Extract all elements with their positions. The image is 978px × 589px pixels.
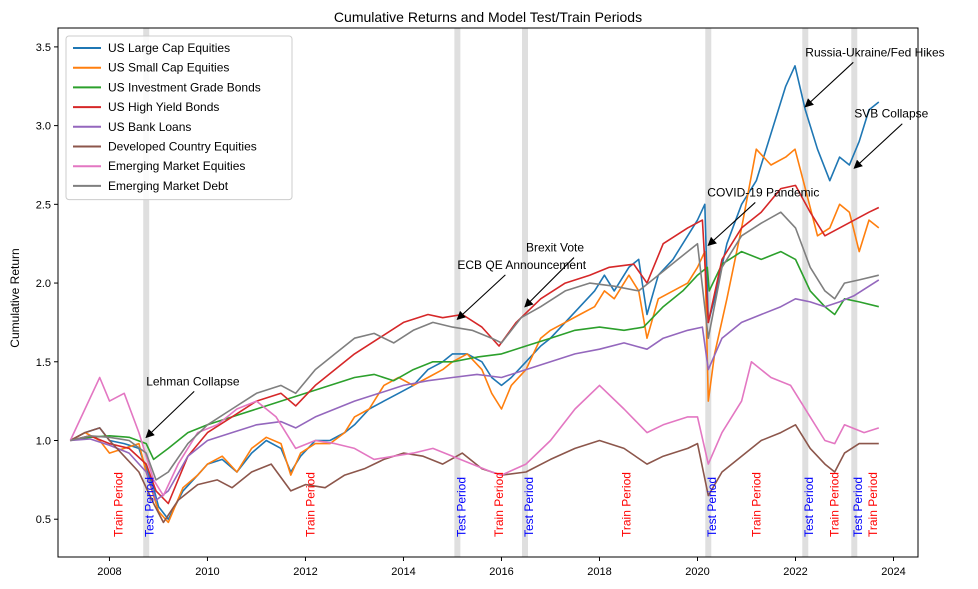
legend-label-us-investment-grade-bonds: US Investment Grade Bonds xyxy=(108,80,261,94)
period-labels: Train Period Test Period Train Period Test … xyxy=(111,472,880,537)
annotation-text-1: ECB QE Announcement xyxy=(457,258,586,272)
test-period-band-4 xyxy=(802,28,809,557)
legend-label-us-large-cap-equities: US Large Cap Equities xyxy=(108,41,230,55)
legend-label-emerging-market-debt: Emerging Market Debt xyxy=(108,179,229,193)
y-tick-label: 2.5 xyxy=(36,199,51,211)
y-tick-label: 3.0 xyxy=(36,121,51,133)
series-line-developed-country-equities xyxy=(69,423,879,524)
period-label-4: Train Period xyxy=(492,472,506,537)
x-tick-label: 2022 xyxy=(783,566,807,578)
y-tick-label: 1.5 xyxy=(36,357,51,369)
annotation-arrow-3 xyxy=(707,202,756,247)
series-line-emerging-market-equities xyxy=(69,360,880,497)
test-period-band-2 xyxy=(454,28,461,557)
test-period-band-0 xyxy=(143,28,150,557)
period-label-1: Test Period xyxy=(143,477,157,537)
series-line-us-investment-grade-bonds xyxy=(70,250,879,461)
y-tick-label: 3.5 xyxy=(36,42,51,54)
legend-label-us-high-yield-bonds: US High Yield Bonds xyxy=(108,100,219,114)
chart-title: Cumulative Returns and Model Test/Train … xyxy=(334,9,642,25)
period-label-7: Test Period xyxy=(705,477,719,537)
y-tick-label: 1.0 xyxy=(36,435,51,447)
x-tick-label: 2016 xyxy=(489,566,513,578)
x-tick-label: 2024 xyxy=(881,566,905,578)
annotations: Lehman Collapse ECB QE Announcement Brexit… xyxy=(145,45,945,439)
period-label-9: Test Period xyxy=(802,477,816,537)
annotation-arrow-5 xyxy=(853,123,903,169)
annotation-arrow-1 xyxy=(456,274,506,321)
annotation-text-2: Brexit Vote xyxy=(526,241,584,255)
x-axis: 2008 2010 2012 2014 2016 2018 2020 2022 2024 xyxy=(97,557,906,578)
period-label-10: Train Period xyxy=(828,472,842,537)
period-label-11: Test Period xyxy=(851,477,865,537)
series-line-emerging-market-debt xyxy=(70,211,879,481)
period-shading xyxy=(143,28,858,557)
series-line-us-bank-loans xyxy=(70,279,880,502)
annotation-text-0: Lehman Collapse xyxy=(146,374,240,388)
legend-label-us-bank-loans: US Bank Loans xyxy=(108,120,191,134)
annotation-arrow-0 xyxy=(145,390,195,439)
period-label-6: Train Period xyxy=(619,472,633,537)
period-label-3: Test Period xyxy=(454,477,468,537)
legend-box xyxy=(65,35,293,201)
x-tick-label: 2018 xyxy=(587,566,611,578)
period-label-8: Train Period xyxy=(749,472,763,537)
annotation-text-4: Russia-Ukraine/Fed Hikes xyxy=(805,45,944,59)
legend-label-emerging-market-equities: Emerging Market Equities xyxy=(108,159,245,173)
x-tick-label: 2014 xyxy=(391,566,415,578)
annotation-arrow-4 xyxy=(804,61,854,108)
legend-label-us-small-cap-equities: US Small Cap Equities xyxy=(108,61,229,75)
period-label-5: Test Period xyxy=(522,477,536,537)
test-period-band-5 xyxy=(851,28,858,557)
annotation-arrow-2 xyxy=(524,257,575,308)
x-tick-label: 2010 xyxy=(195,566,219,578)
period-label-2: Train Period xyxy=(303,472,317,537)
x-tick-label: 2008 xyxy=(97,566,121,578)
period-label-0: Train Period xyxy=(111,472,125,537)
x-tick-label: 2012 xyxy=(293,566,317,578)
x-tick-label: 2020 xyxy=(685,566,709,578)
y-tick-label: 0.5 xyxy=(36,514,51,526)
legend-label-developed-country-equities: Developed Country Equities xyxy=(108,140,257,154)
annotation-text-3: COVID-19 Pandemic xyxy=(707,185,819,199)
series-line-us-small-cap-equities xyxy=(69,148,880,524)
series-lines xyxy=(69,65,880,524)
period-label-12: Train Period xyxy=(866,472,880,537)
test-period-band-1 xyxy=(521,28,528,557)
legend: US Large Cap Equities US Small Cap Equiti… xyxy=(65,35,293,201)
plot-frame xyxy=(57,27,919,558)
y-axis: 0.5 1.0 1.5 2.0 2.5 3.0 3.5 xyxy=(36,42,58,526)
series-line-us-high-yield-bonds xyxy=(70,184,880,505)
y-axis-label: Cumulative Return xyxy=(8,248,22,347)
annotation-text-5: SVB Collapse xyxy=(854,107,928,121)
y-tick-label: 2.0 xyxy=(36,278,51,290)
test-period-band-3 xyxy=(705,28,712,557)
